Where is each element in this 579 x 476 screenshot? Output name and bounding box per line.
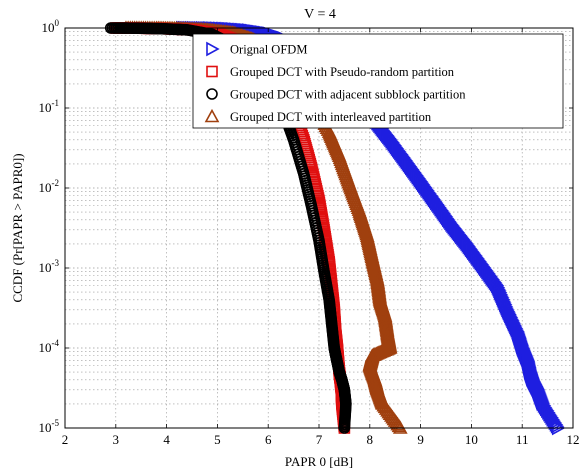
- y-tick-label: 10-3: [39, 258, 60, 275]
- x-tick-label: 8: [367, 432, 374, 447]
- x-tick-label: 2: [62, 432, 69, 447]
- legend: Orignal OFDM Grouped DCT with Pseudo-rand…: [192, 33, 564, 129]
- y-tick-label: 10-2: [39, 178, 60, 195]
- legend-marker-triangle-up: [204, 108, 220, 123]
- data-point: [550, 418, 565, 434]
- legend-marker-circle: [206, 88, 218, 100]
- x-tick-label: 9: [417, 432, 424, 447]
- x-tick-label: 12: [567, 432, 579, 447]
- axis-ticks: 2 3 4 5 6 7 8 9 10 11 12 100 10-1 10-2 10-3 10-4 10-5: [39, 18, 579, 447]
- legend-box: [192, 33, 564, 129]
- y-tick-label: 10-4: [39, 338, 60, 355]
- y-tick-label: 10-1: [39, 98, 60, 115]
- legend-label: Grouped DCT with adjacent subblock parti…: [230, 88, 466, 102]
- y-tick-label: 100: [42, 18, 60, 35]
- legend-label: Grouped DCT with interleaved partition: [230, 110, 432, 124]
- grid: [64, 27, 574, 429]
- y-tick-label: 10-5: [39, 418, 60, 435]
- data-point: [548, 415, 563, 431]
- legend-marker-triangle-right: [206, 41, 220, 57]
- x-tick-label: 11: [516, 432, 529, 447]
- chart-title: V = 4: [304, 7, 336, 22]
- y-axis-label: CCDF (Pr[PAPR > PAPR0]): [10, 153, 25, 302]
- data-point: [547, 413, 562, 429]
- x-tick-label: 10: [465, 432, 478, 447]
- x-tick-label: 7: [316, 432, 323, 447]
- legend-marker-square: [206, 65, 218, 78]
- legend-label: Orignal OFDM: [230, 43, 307, 57]
- x-tick-label: 6: [265, 432, 272, 447]
- x-tick-label: 3: [113, 432, 120, 447]
- x-axis-label: PAPR 0 [dB]: [285, 454, 353, 469]
- x-tick-label: 4: [163, 432, 170, 447]
- x-tick-label: 5: [214, 432, 221, 447]
- legend-label: Grouped DCT with Pseudo-random partition: [230, 65, 455, 79]
